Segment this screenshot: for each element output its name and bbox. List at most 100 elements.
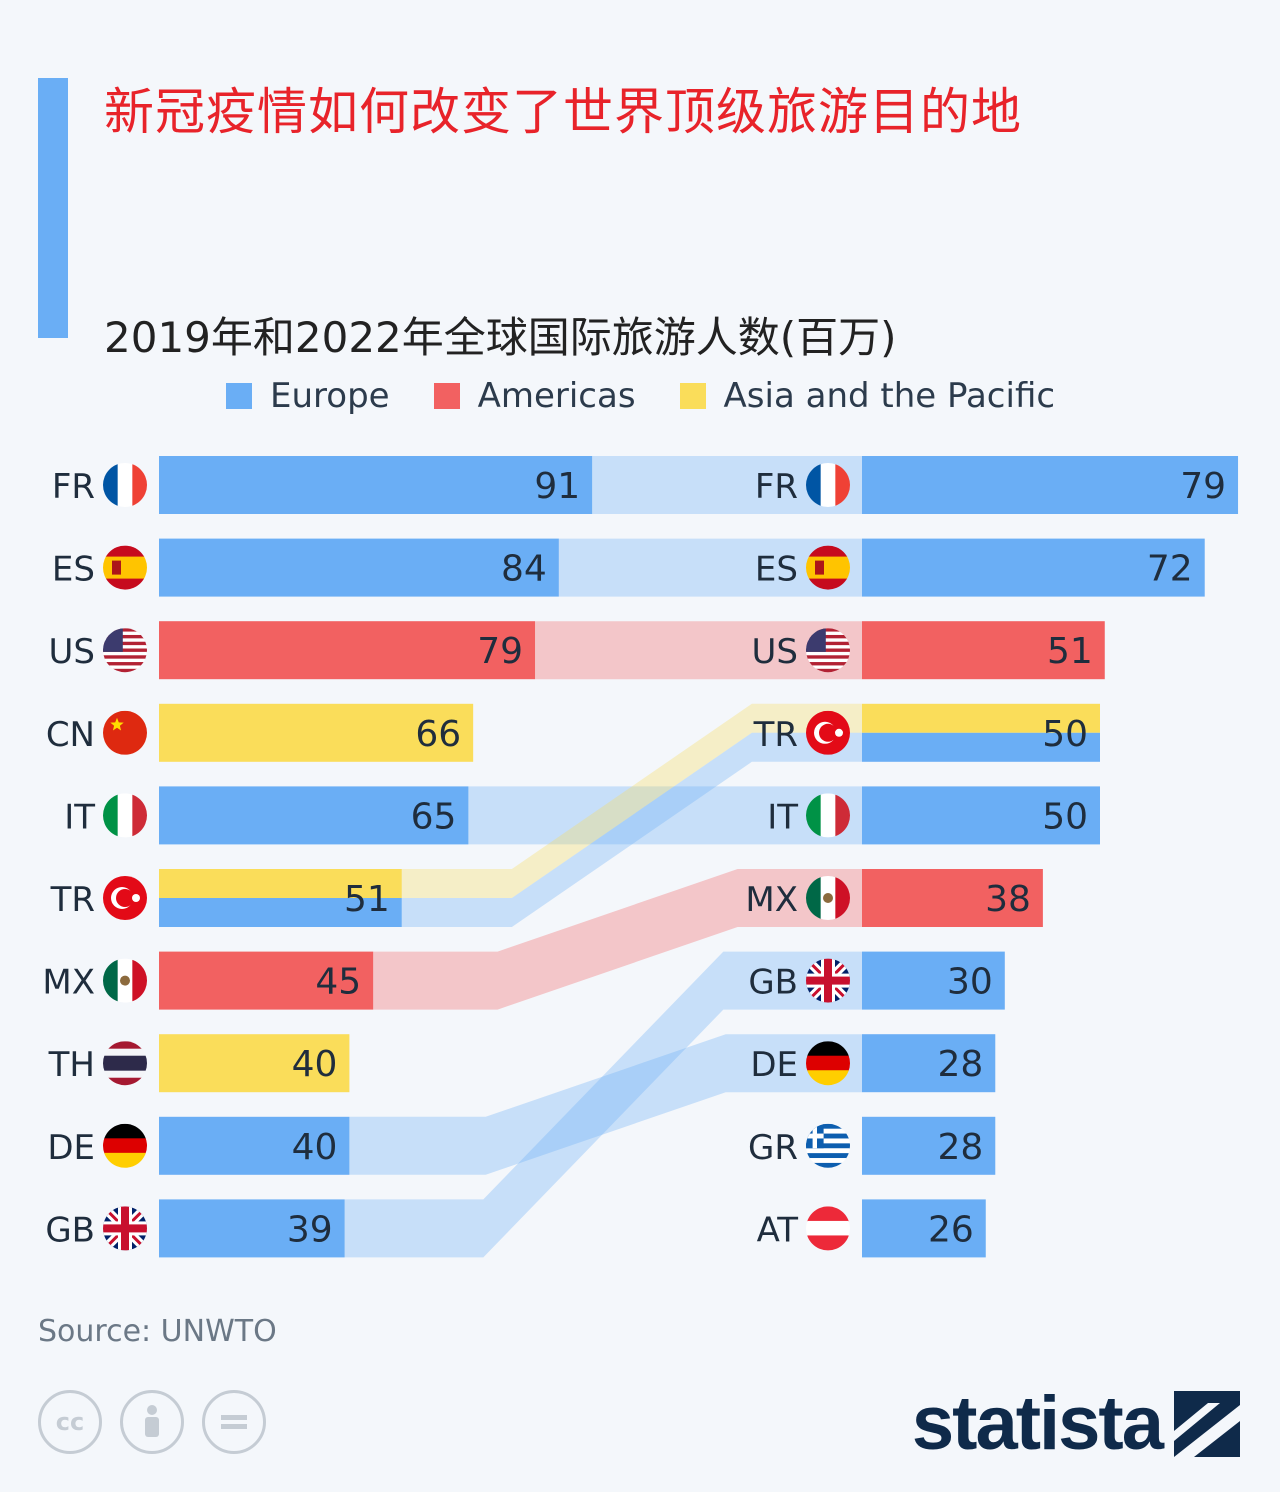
flag-th-icon xyxy=(103,1041,147,1086)
brand-name: statista xyxy=(911,1381,1164,1466)
country-label-2022-fr: FR xyxy=(755,467,798,507)
flag-mx-icon xyxy=(806,876,850,920)
value-label-2019-th: 40 xyxy=(292,1044,338,1085)
flag-cn-icon xyxy=(103,710,147,755)
cc-icon: cc xyxy=(38,1390,102,1454)
bar-2019-tr-asia xyxy=(159,869,402,898)
bar-2019-it xyxy=(159,786,469,845)
country-label-2019-it: IT xyxy=(64,797,95,837)
country-label-2022-it: IT xyxy=(767,797,798,837)
connector-fr xyxy=(592,456,862,514)
value-label-2022-mx: 38 xyxy=(985,879,1031,920)
bar-2019-de xyxy=(159,1116,350,1175)
country-label-2019-mx: MX xyxy=(42,963,95,1003)
flag-es-icon xyxy=(103,545,147,590)
bar-chart: 91 FR 84 ES 79 US 66 CN 65 IT 51 TR 45 MX 40 TH 40 DE 39 GB… xyxy=(42,456,1239,1258)
accent-bar xyxy=(38,78,68,338)
country-label-2019-th: TH xyxy=(48,1045,95,1085)
flag-us-icon xyxy=(103,628,147,673)
country-label-2022-mx: MX xyxy=(745,880,798,920)
flag-tr-icon xyxy=(103,876,147,920)
country-label-2019-tr: TR xyxy=(50,880,95,920)
value-label-2022-gb: 30 xyxy=(947,962,993,1003)
bar-2022-fr xyxy=(862,456,1239,514)
flag-de-icon xyxy=(103,1123,147,1168)
country-label-2019-cn: CN xyxy=(46,715,95,755)
value-label-2022-tr: 50 xyxy=(1042,714,1088,755)
country-label-2019-gb: GB xyxy=(45,1210,95,1250)
legend-label-europe: Europe xyxy=(270,376,390,416)
country-label-2022-gb: GB xyxy=(748,963,798,1003)
connector-mx xyxy=(373,869,862,1010)
value-label-2019-es: 84 xyxy=(501,549,547,590)
legend-swatch-europe xyxy=(226,383,252,409)
flag-gr-icon xyxy=(806,1123,850,1168)
value-label-2022-de: 28 xyxy=(937,1044,983,1085)
flag-mx-icon xyxy=(103,958,147,1003)
legend-swatch-asia-pacific xyxy=(679,383,706,409)
bar-2019-tr-europe xyxy=(159,898,402,927)
value-label-2022-fr: 79 xyxy=(1180,466,1226,507)
bar-2019-th xyxy=(159,1034,350,1093)
country-label-2022-es: ES xyxy=(755,550,798,590)
bar-2019-fr xyxy=(159,456,593,514)
no-derivatives-icon xyxy=(202,1390,266,1454)
bar-2022-it xyxy=(862,786,1100,845)
bar-2022-at xyxy=(862,1199,986,1258)
value-label-2019-mx: 45 xyxy=(315,962,361,1003)
legend: Europe Americas Asia and the Pacific xyxy=(226,372,1099,420)
bar-2019-mx xyxy=(159,951,374,1010)
value-label-2019-cn: 66 xyxy=(415,714,461,755)
brand: statista xyxy=(912,1380,1240,1467)
country-label-2022-at: AT xyxy=(757,1210,799,1250)
flag-es-icon xyxy=(806,545,850,590)
bar-2022-de xyxy=(862,1034,996,1093)
value-label-2022-es: 72 xyxy=(1147,549,1193,590)
license-icons: cc xyxy=(38,1390,284,1454)
bar-2019-es xyxy=(159,538,559,597)
value-label-2019-de: 40 xyxy=(292,1127,338,1168)
source-note: Source: UNWTO xyxy=(38,1314,277,1349)
value-label-2019-us: 79 xyxy=(477,631,523,672)
value-label-2019-tr: 51 xyxy=(344,879,390,920)
value-label-2019-gb: 39 xyxy=(287,1209,333,1250)
bar-2022-us xyxy=(862,621,1105,680)
country-label-2022-gr: GR xyxy=(748,1128,798,1168)
connector-us xyxy=(535,621,862,680)
connector-gb xyxy=(344,951,862,1258)
value-label-2019-it: 65 xyxy=(411,796,457,837)
connector-it xyxy=(468,786,862,845)
country-label-2022-us: US xyxy=(752,632,798,672)
bar-2019-gb xyxy=(159,1199,345,1258)
country-label-2019-de: DE xyxy=(47,1128,95,1168)
bar-2022-gb xyxy=(862,951,1005,1010)
flag-fr-icon xyxy=(103,463,147,507)
attribution-icon xyxy=(120,1390,184,1454)
legend-item-europe: Europe xyxy=(226,376,390,416)
bar-2022-es xyxy=(862,538,1205,597)
country-label-2019-fr: FR xyxy=(52,467,95,507)
value-label-2022-at: 26 xyxy=(928,1209,974,1250)
country-label-2022-tr: TR xyxy=(753,715,798,755)
bar-2022-gr xyxy=(862,1116,996,1175)
country-label-2022-de: DE xyxy=(750,1045,798,1085)
flag-it-icon xyxy=(103,793,147,838)
flag-it-icon xyxy=(806,793,850,838)
bar-2022-mx xyxy=(862,869,1043,927)
country-label-2019-es: ES xyxy=(52,550,95,590)
flag-us-icon xyxy=(806,628,850,673)
statista-logo-icon xyxy=(1174,1390,1240,1457)
page-title: 新冠疫情如何改变了世界顶级旅游目的地 xyxy=(104,83,1022,141)
bar-2022-tr-asia xyxy=(862,703,1100,733)
chart-subtitle: 2019年和2022年全球国际旅游人数(百万) xyxy=(104,313,897,362)
legend-swatch-americas xyxy=(433,383,460,409)
legend-item-americas: Americas xyxy=(433,376,636,416)
connector-tr xyxy=(401,732,862,927)
bar-2019-us xyxy=(159,621,536,680)
flag-gb-icon xyxy=(806,958,850,1003)
connector-es xyxy=(558,538,862,597)
connector-de xyxy=(349,1034,862,1175)
legend-item-asia-pacific: Asia and the Pacific xyxy=(679,376,1055,416)
value-label-2022-it: 50 xyxy=(1042,796,1088,837)
value-label-2022-us: 51 xyxy=(1047,631,1093,672)
